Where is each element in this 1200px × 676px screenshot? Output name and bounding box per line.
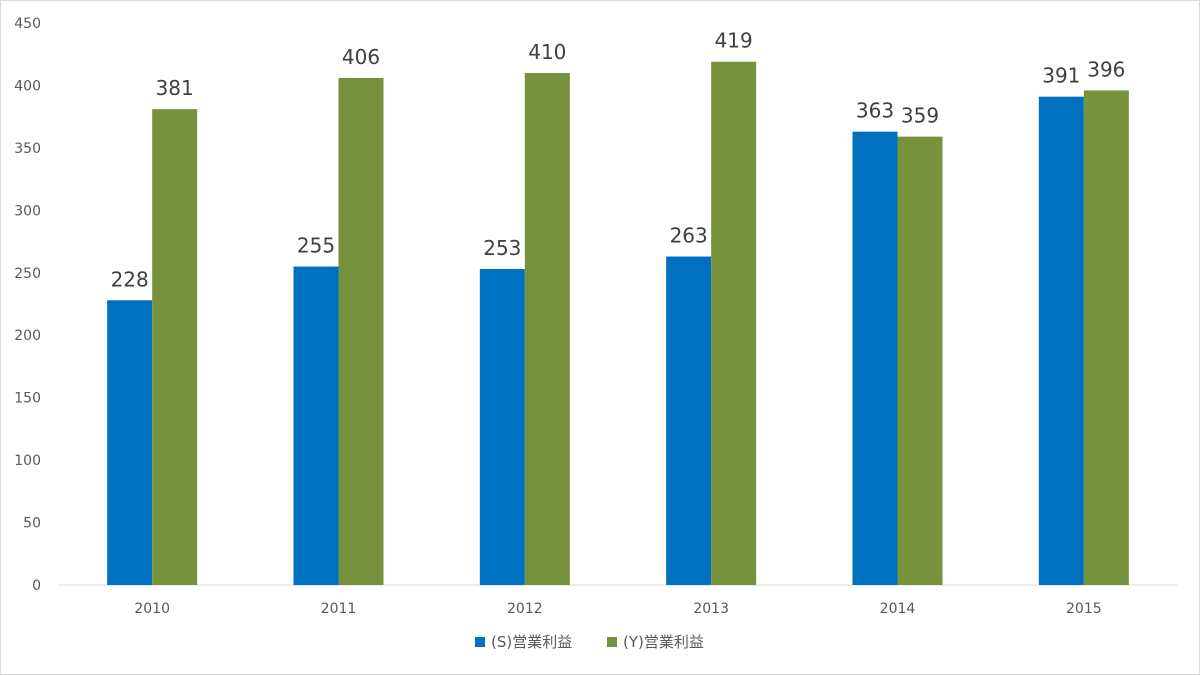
- data-label: 419: [715, 29, 753, 53]
- x-axis-tick-labels: 2010 2011 2012 2013 2014 2015: [134, 601, 1101, 617]
- data-label: 406: [342, 45, 380, 69]
- data-labels: 228 381 255 406 253 410 263 419 363 359 391 396: [111, 29, 1126, 292]
- y-tick-label: 250: [14, 266, 41, 282]
- legend-label-0: (S)営業利益: [491, 633, 572, 651]
- bar-series-1-2011: [338, 77, 384, 585]
- data-label: 359: [901, 104, 939, 128]
- y-tick-label: 450: [14, 16, 41, 32]
- y-tick-label: 350: [14, 141, 41, 157]
- y-tick-label: 150: [14, 391, 41, 407]
- legend-swatch-0: [475, 637, 485, 647]
- data-label: 263: [670, 224, 708, 248]
- bar-series-1-2014: [897, 136, 943, 585]
- data-label: 363: [856, 99, 894, 123]
- bar-series-1-2015: [1083, 90, 1129, 585]
- data-label: 255: [297, 234, 335, 258]
- legend-label-1: (Y)営業利益: [623, 633, 704, 651]
- bar-series-1-2010: [152, 109, 198, 585]
- y-tick-label: 300: [14, 203, 41, 219]
- y-tick-label: 50: [23, 516, 41, 532]
- data-label: 253: [483, 236, 521, 260]
- y-tick-label: 0: [32, 578, 41, 594]
- bar-series-0-2010: [107, 300, 153, 585]
- x-tick-label: 2015: [1066, 601, 1102, 617]
- legend: (S)営業利益 (Y)営業利益: [475, 633, 704, 651]
- y-axis-tick-labels: 0 50 100 150 200 250 300 350 400 450: [14, 16, 41, 594]
- data-label: 410: [528, 40, 566, 64]
- bar-series-0-2014: [852, 131, 898, 586]
- bar-series-1-2013: [711, 61, 757, 585]
- bar-series-1-2012: [524, 72, 570, 585]
- bar-series-0-2015: [1038, 96, 1084, 585]
- bars: [107, 61, 1129, 586]
- data-label: 396: [1087, 57, 1125, 81]
- bar-series-0-2011: [293, 266, 339, 585]
- y-tick-label: 200: [14, 328, 41, 344]
- data-label: 381: [156, 76, 194, 100]
- y-tick-label: 100: [14, 453, 41, 469]
- x-tick-label: 2012: [507, 601, 543, 617]
- bar-series-0-2012: [479, 269, 525, 585]
- data-label: 391: [1042, 64, 1080, 88]
- x-tick-label: 2014: [880, 601, 916, 617]
- x-tick-label: 2010: [134, 601, 170, 617]
- x-tick-label: 2011: [321, 601, 357, 617]
- x-tick-label: 2013: [693, 601, 729, 617]
- y-tick-label: 400: [14, 78, 41, 94]
- bar-series-0-2013: [666, 256, 712, 585]
- data-label: 228: [111, 267, 149, 291]
- legend-swatch-1: [607, 637, 617, 647]
